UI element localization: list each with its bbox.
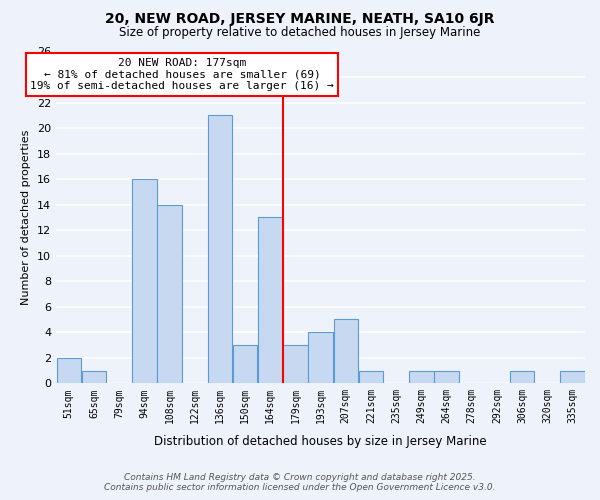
Bar bbox=[283, 345, 308, 384]
Bar bbox=[157, 204, 182, 384]
Y-axis label: Number of detached properties: Number of detached properties bbox=[22, 130, 31, 305]
Bar bbox=[308, 332, 333, 384]
Text: 20, NEW ROAD, JERSEY MARINE, NEATH, SA10 6JR: 20, NEW ROAD, JERSEY MARINE, NEATH, SA10… bbox=[105, 12, 495, 26]
Bar bbox=[359, 370, 383, 384]
Text: Size of property relative to detached houses in Jersey Marine: Size of property relative to detached ho… bbox=[119, 26, 481, 39]
Bar bbox=[56, 358, 81, 384]
Bar bbox=[434, 370, 459, 384]
Bar bbox=[82, 370, 106, 384]
Bar bbox=[233, 345, 257, 384]
Text: 20 NEW ROAD: 177sqm
← 81% of detached houses are smaller (69)
19% of semi-detach: 20 NEW ROAD: 177sqm ← 81% of detached ho… bbox=[30, 58, 334, 91]
Bar bbox=[510, 370, 534, 384]
Bar bbox=[409, 370, 434, 384]
Bar bbox=[560, 370, 584, 384]
Bar bbox=[132, 179, 157, 384]
Bar bbox=[208, 116, 232, 384]
Bar bbox=[258, 218, 283, 384]
Text: Contains HM Land Registry data © Crown copyright and database right 2025.
Contai: Contains HM Land Registry data © Crown c… bbox=[104, 473, 496, 492]
X-axis label: Distribution of detached houses by size in Jersey Marine: Distribution of detached houses by size … bbox=[154, 434, 487, 448]
Bar bbox=[334, 320, 358, 384]
